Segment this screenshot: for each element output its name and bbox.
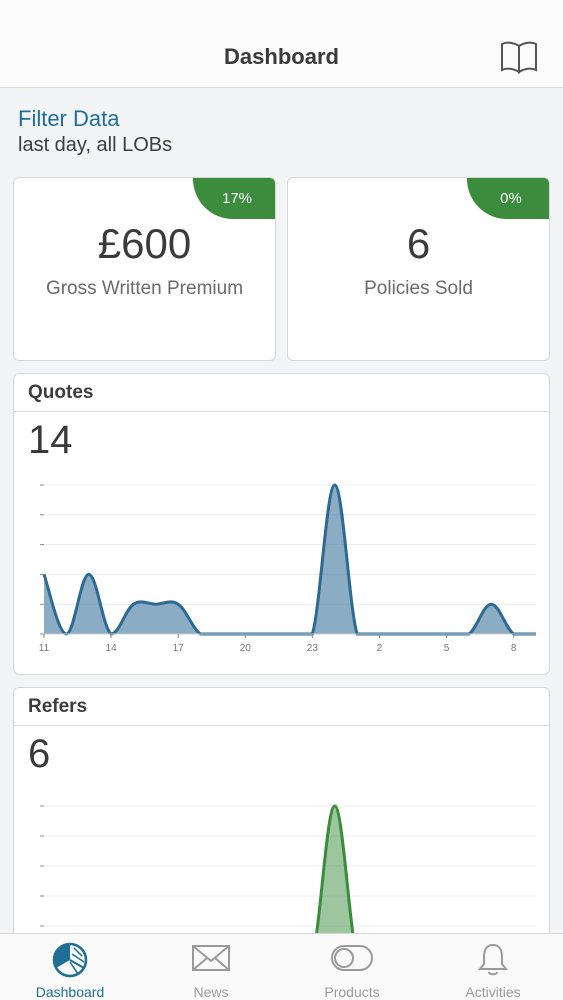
envelope-icon <box>192 945 230 971</box>
filter-summary: last day, all LOBs <box>18 134 173 156</box>
refers-panel[interactable]: Refers 6 <box>13 687 550 967</box>
x-tick-label: 8 <box>511 643 517 654</box>
panel-title: Refers <box>14 688 549 726</box>
kpi-value: 6 <box>406 220 431 267</box>
tab-label: Activities <box>465 984 521 1000</box>
quotes-chart: 11 14 17 20 23 2 5 8 <box>39 483 536 654</box>
kpi-value: £600 <box>97 220 192 267</box>
kpi-card-gross-written-premium[interactable]: 17% £600 Gross Written Premium <box>13 177 276 361</box>
tab-news[interactable]: News <box>141 934 281 1000</box>
tab-dashboard[interactable]: Dashboard <box>0 934 140 1000</box>
refers-chart <box>40 804 536 958</box>
series-line <box>42 483 536 636</box>
x-tick-label: 23 <box>307 643 319 654</box>
kpi-card-policies-sold[interactable]: 0% 6 Policies Sold <box>287 177 550 361</box>
tab-label: Dashboard <box>35 984 105 1000</box>
quotes-count: 14 <box>28 418 73 462</box>
x-tick-label: 14 <box>106 643 118 654</box>
refers-count: 6 <box>28 732 51 776</box>
tab-bar: Dashboard News Products Activities <box>0 933 563 1000</box>
pie-chart-icon <box>52 942 88 978</box>
quotes-panel[interactable]: Quotes 14 11 14 17 20 23 2 5 8 <box>13 373 550 675</box>
x-tick-label: 20 <box>240 643 252 654</box>
filter-data-link[interactable]: Filter Data <box>18 106 120 131</box>
tab-products[interactable]: Products <box>282 934 422 1000</box>
top-bar: Dashboard <box>0 0 563 88</box>
change-badge: 17% <box>193 178 275 219</box>
x-tick-label: 2 <box>377 643 383 654</box>
x-tick-label: 17 <box>173 643 185 654</box>
kpi-label: Gross Written Premium <box>45 278 244 299</box>
toggle-icon <box>331 945 373 971</box>
page-title: Dashboard <box>224 44 339 69</box>
book-icon[interactable] <box>499 40 539 74</box>
series-area <box>44 485 536 634</box>
tab-label: News <box>193 984 229 1000</box>
tab-activities[interactable]: Activities <box>423 934 563 1000</box>
x-tick-label: 5 <box>444 643 450 654</box>
change-badge: 0% <box>467 178 549 219</box>
kpi-label: Policies Sold <box>364 278 473 299</box>
x-tick-label: 11 <box>39 643 50 654</box>
bell-icon <box>477 943 509 976</box>
panel-title: Quotes <box>14 374 549 412</box>
tab-label: Products <box>324 984 380 1000</box>
